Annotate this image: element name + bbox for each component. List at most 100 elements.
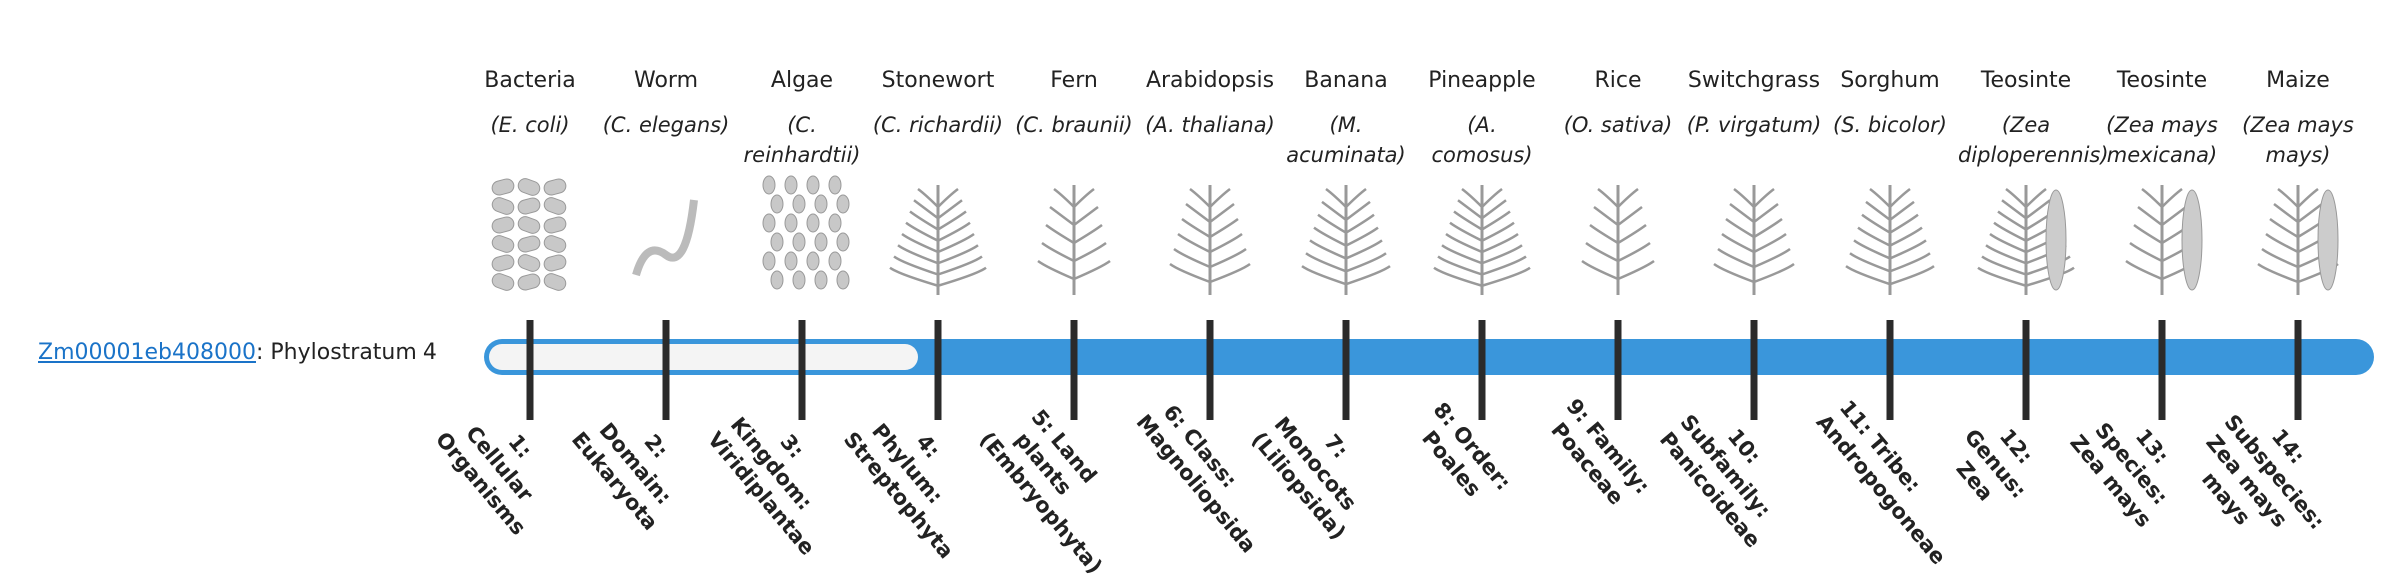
leaf — [1313, 226, 1347, 247]
leaf — [1173, 247, 1211, 269]
leaf — [2025, 199, 2051, 220]
organism-image — [889, 185, 987, 295]
organism-species: (A. thaliana) — [1145, 113, 1275, 137]
leaf — [1453, 210, 1483, 231]
leaf — [2005, 188, 2027, 208]
organism-image — [1581, 185, 1655, 295]
cell — [517, 197, 541, 215]
leaf — [2161, 188, 2183, 208]
leaf — [1853, 239, 1891, 260]
cell — [806, 175, 820, 195]
organism-species: (P. virgatum) — [1686, 113, 1822, 137]
cell — [517, 216, 541, 234]
leaf — [1589, 223, 1619, 245]
leaf — [1713, 262, 1755, 284]
leaf — [1753, 217, 1783, 239]
leaf — [1345, 200, 1371, 221]
organism-image — [2125, 185, 2203, 295]
leaf — [893, 255, 939, 276]
leaf — [1753, 262, 1795, 284]
leaf — [905, 221, 939, 242]
leaf — [1481, 232, 1519, 254]
organism-name: Bacteria — [484, 68, 576, 93]
organism-image — [491, 178, 567, 291]
leaf — [1753, 232, 1787, 254]
leaf — [1581, 259, 1619, 281]
leaf — [1869, 188, 1891, 208]
organism-image — [762, 175, 850, 290]
cell — [543, 197, 567, 215]
leaf — [1041, 241, 1075, 263]
leaf — [1993, 221, 2027, 242]
organism-species: (Zea mays mexicana) — [2106, 113, 2218, 167]
leaf — [1169, 262, 1211, 284]
leaf — [1305, 252, 1347, 273]
leaf — [1481, 199, 1507, 220]
leaf — [2257, 262, 2299, 284]
leaf — [2129, 241, 2163, 263]
leaf — [1181, 217, 1211, 239]
leaf — [1481, 266, 1531, 287]
leaf — [937, 221, 971, 242]
cell — [517, 254, 541, 272]
organism-species: (O. sativa) — [1563, 113, 1673, 137]
leaf — [937, 255, 983, 276]
organism-image — [1713, 185, 1795, 295]
leaf — [1185, 202, 1211, 223]
organism-image — [1977, 185, 2075, 295]
organism-image — [1433, 185, 1531, 295]
leaf — [1617, 241, 1651, 263]
leaf — [1345, 226, 1379, 247]
leaf — [1073, 259, 1111, 281]
organism-image — [2257, 185, 2339, 295]
leaf — [1037, 259, 1075, 281]
leaf — [1617, 188, 1639, 208]
leaf — [1433, 266, 1483, 287]
leaf — [1345, 213, 1375, 234]
leaf — [1209, 232, 1243, 254]
leaf — [2141, 188, 2163, 208]
leaf — [1073, 241, 1107, 263]
organism-image — [632, 199, 698, 277]
leaf — [1597, 188, 1619, 208]
organism-species: (C. richardii) — [872, 113, 1004, 137]
cell — [762, 251, 776, 271]
leaf — [1585, 241, 1619, 263]
cell — [491, 216, 515, 234]
cell — [770, 270, 784, 290]
organism-species: (M. acuminata) — [1286, 113, 1406, 167]
leaf — [1481, 255, 1527, 276]
cob — [2181, 189, 2203, 291]
leaf — [1857, 226, 1891, 247]
gene-label-text: : Phylostratum — [255, 340, 417, 365]
cell — [762, 175, 776, 195]
leaf — [2025, 188, 2047, 208]
leaf — [1321, 200, 1347, 221]
leaf — [2297, 188, 2319, 208]
organism-name: Sorghum — [1840, 68, 1940, 93]
leaf — [2133, 223, 2163, 245]
organism-name: Pineapple — [1428, 68, 1536, 93]
leaf — [1481, 188, 1503, 208]
leaf — [917, 188, 939, 208]
leaf — [889, 266, 939, 287]
leaf — [1053, 188, 1075, 208]
cell — [517, 178, 541, 196]
cell — [828, 251, 842, 271]
leaf — [1861, 213, 1891, 234]
leaf — [1437, 255, 1483, 276]
leaf — [1733, 188, 1755, 208]
gene-link[interactable]: Zm00001eb408000 — [38, 340, 256, 365]
leaf — [2269, 217, 2299, 239]
cell — [814, 270, 828, 290]
organism-species: (A. comosus) — [1431, 113, 1533, 167]
leaf — [1209, 217, 1239, 239]
leaf — [1989, 232, 2027, 254]
organism-name: Arabidopsis — [1145, 68, 1275, 93]
organism-species: (S. bicolor) — [1833, 113, 1947, 137]
leaf — [1073, 205, 1099, 227]
leaf — [2001, 199, 2027, 220]
cell — [784, 175, 798, 195]
leaf — [901, 232, 939, 254]
organism-name: Teosinte — [2116, 68, 2208, 93]
